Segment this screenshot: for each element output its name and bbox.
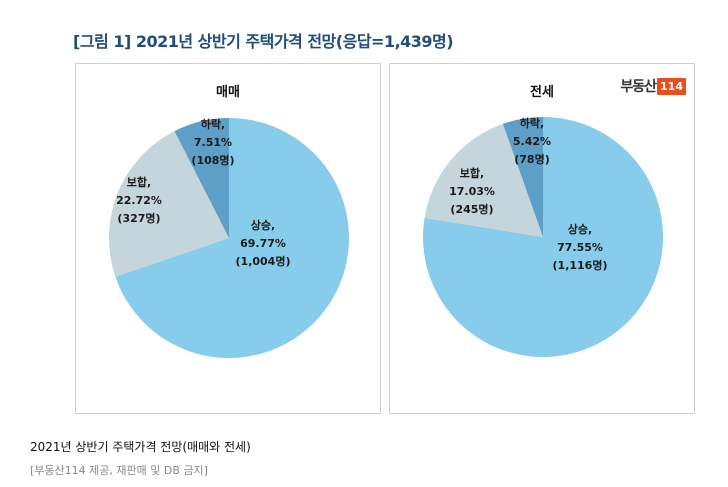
data-label-sale-fall: 하락, 7.51% (108명) [191, 117, 234, 167]
figure-source: [부동산114 제공, 재판매 및 DB 금지] [30, 464, 208, 477]
chart-title-lease: 전세 [530, 85, 554, 100]
figure-title: [그림 1] 2021년 상반기 주택가격 전망(응답=1,439명) [73, 32, 454, 51]
figure-caption: 2021년 상반기 주택가격 전망(매매와 전세) [30, 440, 251, 454]
logo-number: 114 [657, 77, 686, 95]
chart-panel-sale: 매매 상승, 69.77% (1,004명) 보합, 22.72% (327명) 하락, 7.… [75, 63, 381, 414]
pie-slice-sale-fall [174, 118, 229, 238]
data-label-lease-flat: 보합, 17.03% (245명) [449, 166, 495, 216]
pie-chart-sale: 상승, 69.77% (1,004명) 보합, 22.72% (327명) 하락, 7.51%… [108, 117, 349, 358]
data-label-lease-rise: 상승, 77.55% (1,116명) [553, 222, 608, 272]
pie-chart-lease: 상승, 77.55% (1,116명) 보합, 17.03% (245명) 하락, 5.42%… [423, 116, 664, 357]
chart-panel-lease: 전세 부동산 114 상승, 77.55% (1,116명) 보합, 17.03% (24… [389, 63, 695, 414]
pie-slice-sale-flat [108, 131, 229, 277]
data-label-lease-fall: 하락, 5.42% (78명) [513, 116, 551, 166]
pie-slice-lease-flat [424, 123, 543, 237]
chart-title-sale: 매매 [216, 85, 240, 100]
pie-slice-sale-rise [115, 118, 349, 358]
data-label-sale-flat: 보합, 22.72% (327명) [116, 175, 162, 225]
logo-text: 부동산 [620, 79, 657, 95]
pie-slice-lease-fall [502, 117, 543, 237]
brand-logo: 부동산 114 [620, 76, 686, 96]
data-label-sale-rise: 상승, 69.77% (1,004명) [236, 218, 291, 268]
pie-slice-lease-rise [423, 117, 664, 357]
